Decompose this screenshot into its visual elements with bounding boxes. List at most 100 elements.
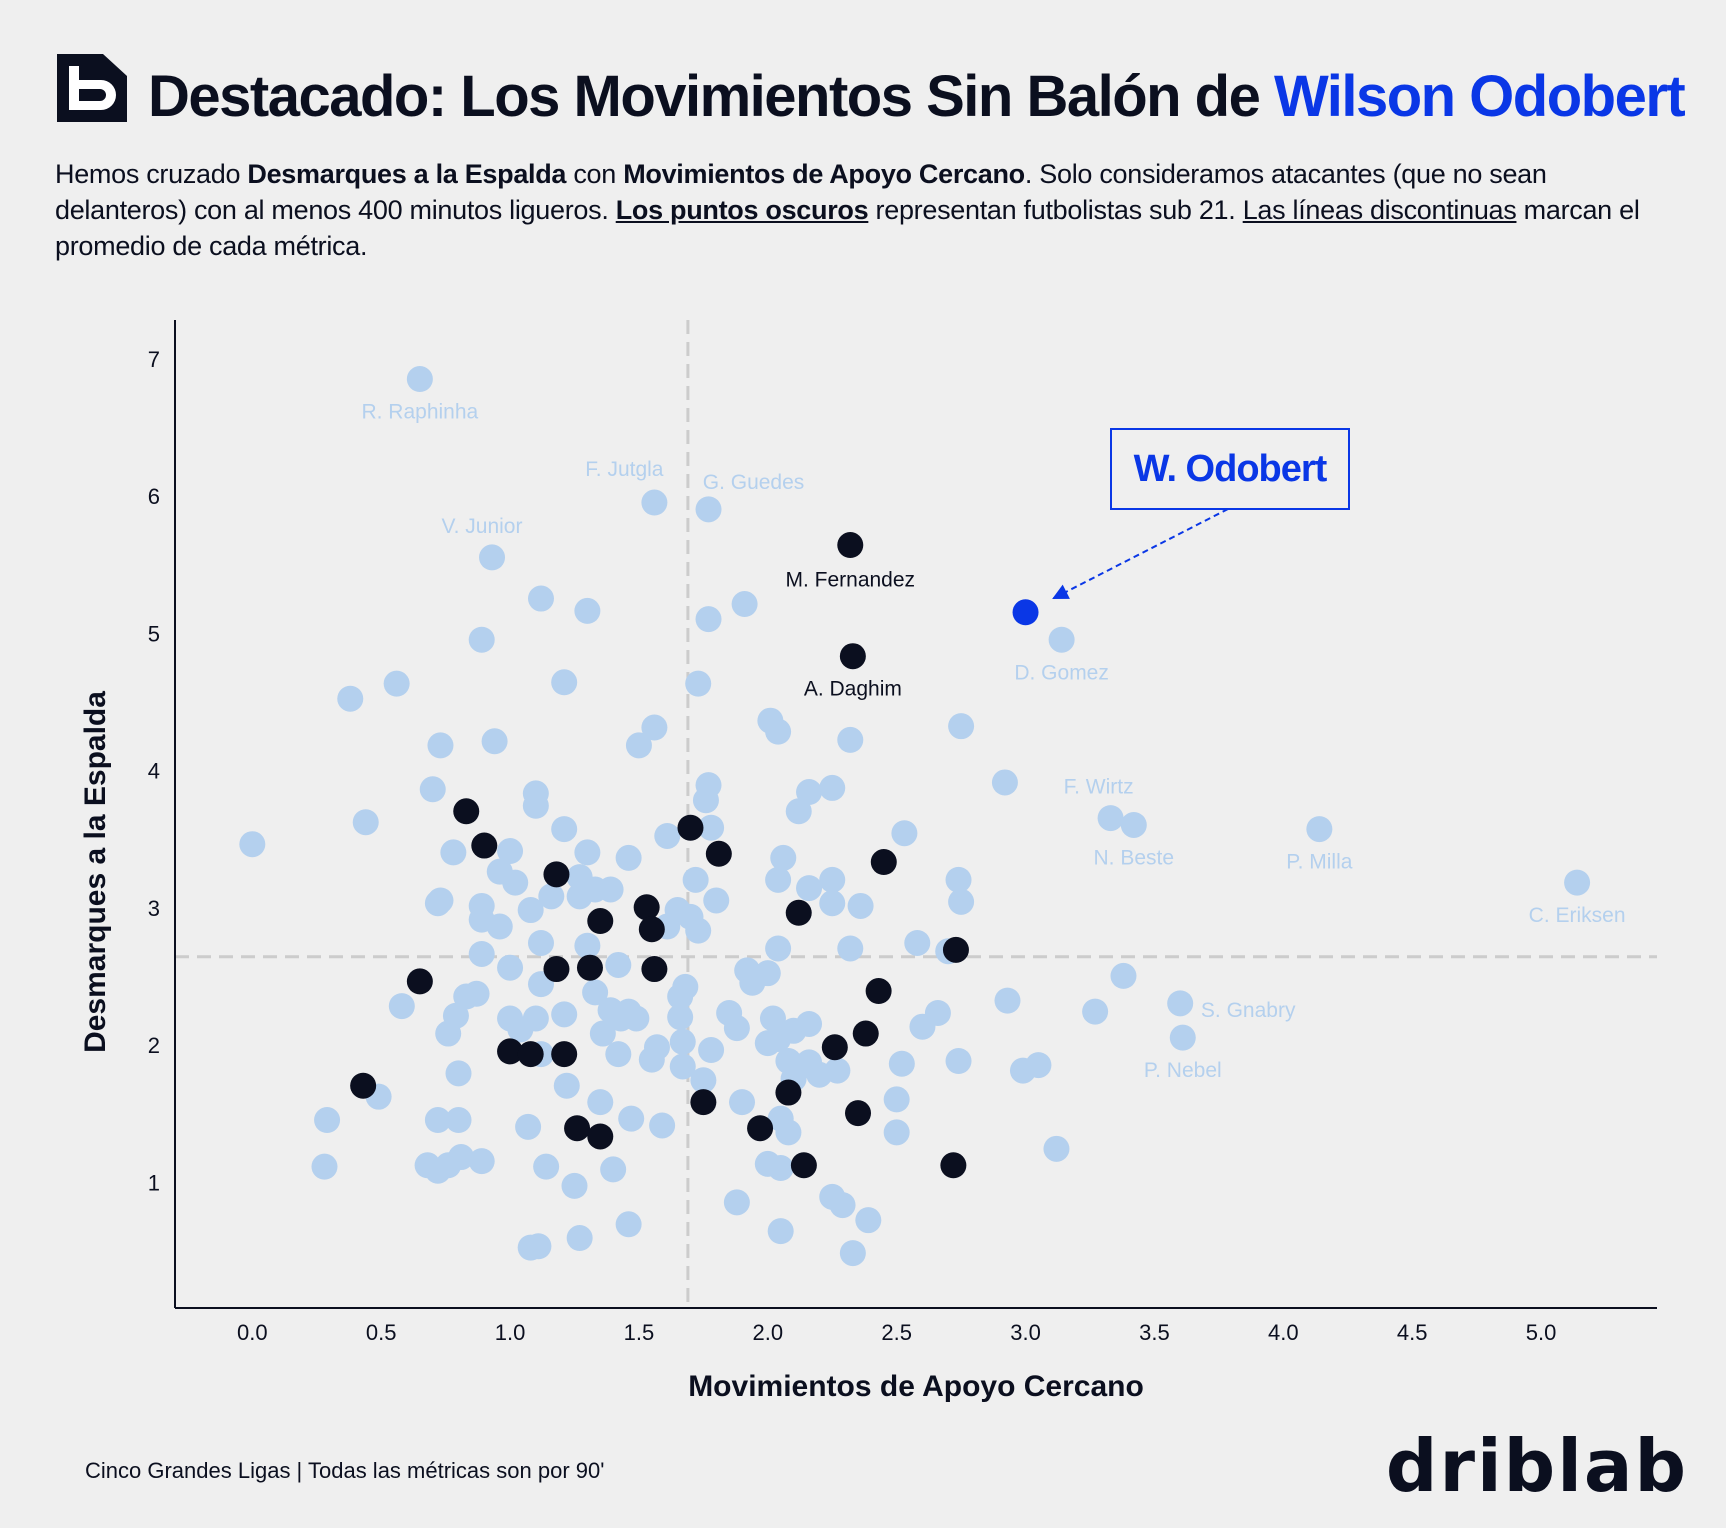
data-point: [605, 951, 632, 978]
data-point-labeled: [479, 544, 506, 571]
title-player-name: Wilson Odobert: [1273, 64, 1686, 129]
data-point: [723, 1189, 750, 1216]
data-point: [819, 774, 846, 801]
data-point: [615, 1211, 642, 1238]
y-tick-label: 6: [148, 484, 160, 509]
data-point-u21: [705, 840, 732, 867]
data-point: [427, 732, 454, 759]
data-point-labeled: [1167, 990, 1194, 1017]
data-point: [994, 987, 1021, 1014]
subtitle-dashed-lines: Las líneas discontinuas: [1242, 195, 1517, 225]
data-point: [463, 980, 490, 1007]
data-point: [239, 831, 266, 858]
data-point-u21: [775, 1079, 802, 1106]
data-point: [664, 897, 691, 924]
data-point-u21: [865, 978, 892, 1005]
data-point: [948, 888, 975, 915]
data-point: [883, 1119, 910, 1146]
data-point: [388, 993, 415, 1020]
data-point: [945, 866, 972, 893]
data-point: [723, 1015, 750, 1042]
data-point: [667, 1004, 694, 1031]
data-point: [551, 816, 578, 843]
data-point: [551, 1001, 578, 1028]
data-point: [582, 979, 609, 1006]
y-tick-label: 1: [148, 1170, 160, 1195]
data-point-u21-labeled: [837, 532, 864, 559]
data-point-u21: [677, 814, 704, 841]
data-point: [486, 913, 513, 940]
data-point: [468, 626, 495, 653]
x-tick-label: 1.0: [495, 1320, 526, 1345]
y-tick-label: 7: [148, 347, 160, 372]
data-point: [538, 883, 565, 910]
data-point: [767, 1218, 794, 1245]
highlight-label-box: [1110, 428, 1350, 510]
data-point: [685, 670, 712, 697]
point-label: F. Wirtz: [1064, 776, 1134, 799]
data-point: [1043, 1135, 1070, 1162]
data-point: [566, 1225, 593, 1252]
data-point: [819, 866, 846, 893]
data-point: [698, 1037, 725, 1064]
data-point: [522, 792, 549, 819]
subtitle-part: marcan el promedio de cada métrica.: [55, 195, 1640, 261]
data-point-u21: [406, 968, 433, 995]
data-point: [847, 892, 874, 919]
data-point-u21: [564, 1115, 591, 1142]
logo-icon: [57, 54, 127, 122]
x-tick-label: 3.5: [1139, 1320, 1170, 1345]
data-point-labeled: [1048, 626, 1075, 653]
scatter-chart: R. Raphinha F. Jutgla G. Guedes V. Junior M.…: [79, 320, 1657, 1403]
data-point: [667, 983, 694, 1010]
data-point-u21: [576, 954, 603, 981]
x-tick-label: 0.0: [237, 1320, 268, 1345]
subtitle-dark-points: Los puntos oscuros: [615, 195, 869, 225]
data-point-u21: [633, 894, 660, 921]
data-point: [796, 779, 823, 806]
data-point-u21: [587, 1123, 614, 1150]
data-point: [796, 875, 823, 902]
subtitle-part: . Solo consideramos atacantes (que no se…: [55, 159, 1547, 225]
data-point: [754, 960, 781, 987]
data-point: [600, 1156, 627, 1183]
data-point: [945, 1048, 972, 1074]
data-point: [837, 726, 864, 753]
y-tick-label: 3: [148, 896, 160, 921]
point-label: D. Gomez: [1014, 661, 1109, 684]
x-tick-label: 0.5: [366, 1320, 397, 1345]
data-point: [448, 1144, 475, 1171]
title-prefix: Destacado: Los Movimientos Sin Balón de: [148, 64, 1274, 129]
point-label: G. Guedes: [703, 471, 805, 494]
data-point: [703, 887, 730, 914]
data-point: [517, 897, 544, 924]
data-point: [775, 1119, 802, 1146]
data-point-u21: [690, 1089, 717, 1116]
highlight-point: [1012, 599, 1039, 626]
data-point: [824, 1057, 851, 1084]
data-point: [419, 776, 446, 803]
data-point: [785, 798, 812, 825]
point-label: P. Milla: [1286, 851, 1352, 874]
point-label: F. Jutgla: [585, 458, 664, 481]
y-tick-label: 2: [148, 1033, 160, 1058]
data-point: [888, 1050, 915, 1077]
data-point-labeled: [1169, 1024, 1196, 1051]
data-point-u21: [790, 1152, 817, 1179]
data-point-u21: [785, 899, 812, 926]
data-point-u21: [870, 849, 897, 876]
data-point: [424, 1107, 451, 1134]
page-title: Destacado: Los Movimientos Sin Balón de …: [148, 62, 1686, 132]
data-point: [442, 1002, 469, 1029]
data-point: [685, 917, 712, 944]
data-point: [497, 954, 524, 981]
data-point: [623, 1005, 650, 1032]
x-tick-label: 2.0: [753, 1320, 784, 1345]
data-point: [551, 669, 578, 696]
data-point-u21: [543, 861, 570, 888]
chart-description: Hemos cruzado Desmarques a la Espalda co…: [55, 156, 1675, 264]
subtitle-metric-x: Movimientos de Apoyo Cercano: [623, 159, 1025, 189]
data-point: [574, 932, 601, 959]
x-tick-label: 2.5: [881, 1320, 912, 1345]
data-point: [561, 1172, 588, 1199]
